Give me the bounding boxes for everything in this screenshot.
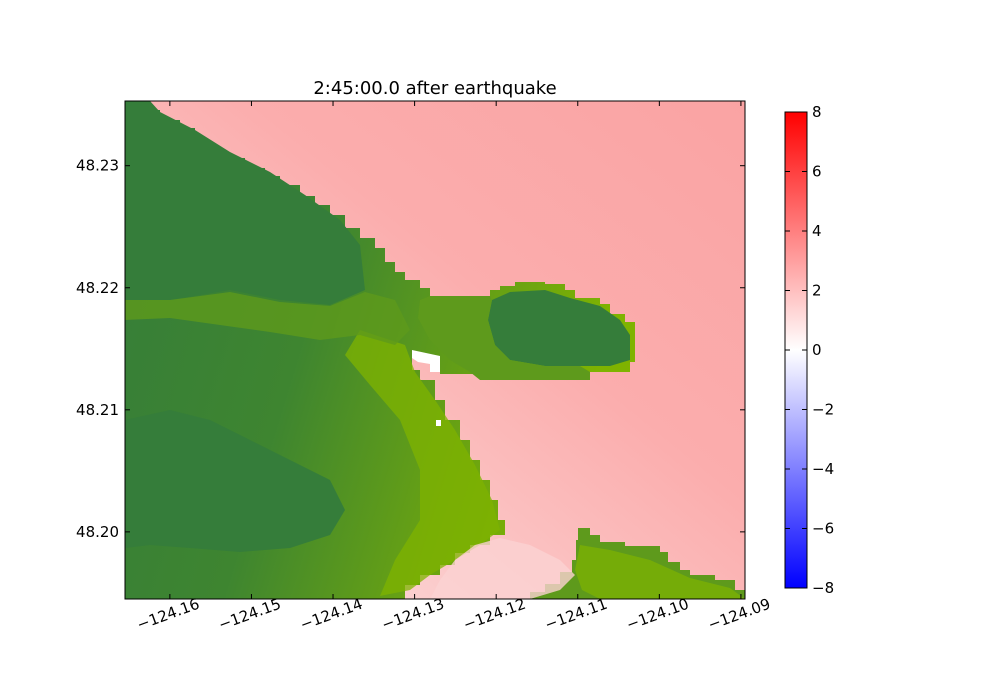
landmass-dark-patch-north bbox=[125, 101, 365, 305]
landmass-mid-band bbox=[125, 292, 410, 345]
peninsula-neck bbox=[418, 296, 590, 380]
shoreline-fringe bbox=[412, 350, 440, 372]
x-tick-label: −124.15 bbox=[216, 595, 283, 634]
x-tick-label: −124.13 bbox=[379, 595, 446, 634]
colorbar-tick-label: 2 bbox=[812, 282, 822, 300]
shoreline-pixel bbox=[436, 420, 441, 426]
landmass-southeast-light bbox=[575, 545, 745, 599]
y-tick-label: 48.22 bbox=[76, 279, 119, 297]
chart-title: 2:45:00.0 after earthquake bbox=[313, 78, 556, 99]
x-tick-label: −124.09 bbox=[706, 595, 773, 634]
landmass-dark-patch-south bbox=[125, 410, 345, 552]
colorbar-tick-label: 0 bbox=[812, 341, 822, 359]
colorbar-tick-label: −8 bbox=[812, 579, 834, 597]
plot-frame bbox=[124, 100, 746, 600]
landmass-light-slope bbox=[345, 330, 500, 596]
y-tick-label: 48.23 bbox=[76, 157, 119, 175]
colorbar-tick-label: 8 bbox=[812, 103, 822, 121]
colorbar-tick-label: −6 bbox=[812, 520, 834, 538]
colorbar-tick-label: −4 bbox=[812, 460, 834, 478]
colorbar-tick-label: 4 bbox=[812, 222, 822, 240]
colorbar-tick-label: 6 bbox=[812, 163, 822, 181]
plot-area bbox=[125, 101, 745, 599]
x-tick-label: −124.11 bbox=[542, 595, 609, 634]
peninsula-lobe bbox=[488, 290, 630, 366]
x-tick-label: −124.14 bbox=[298, 595, 365, 634]
y-axis: 48.20 48.21 48.22 48.23 bbox=[76, 157, 745, 541]
colorbar-ticks: −8 −6 −4 −2 0 2 4 6 8 bbox=[785, 103, 834, 597]
y-tick-label: 48.21 bbox=[76, 401, 119, 419]
colorbar-tick-label: −2 bbox=[812, 401, 834, 419]
colorbar: −8 −6 −4 −2 0 2 4 6 8 bbox=[784, 103, 834, 597]
nearshore-water-pale bbox=[430, 538, 575, 599]
y-tick-label: 48.20 bbox=[76, 523, 119, 541]
x-tick-label: −124.16 bbox=[135, 595, 202, 634]
x-tick-label: −124.10 bbox=[624, 595, 691, 634]
x-tick-label: −124.12 bbox=[461, 595, 528, 634]
